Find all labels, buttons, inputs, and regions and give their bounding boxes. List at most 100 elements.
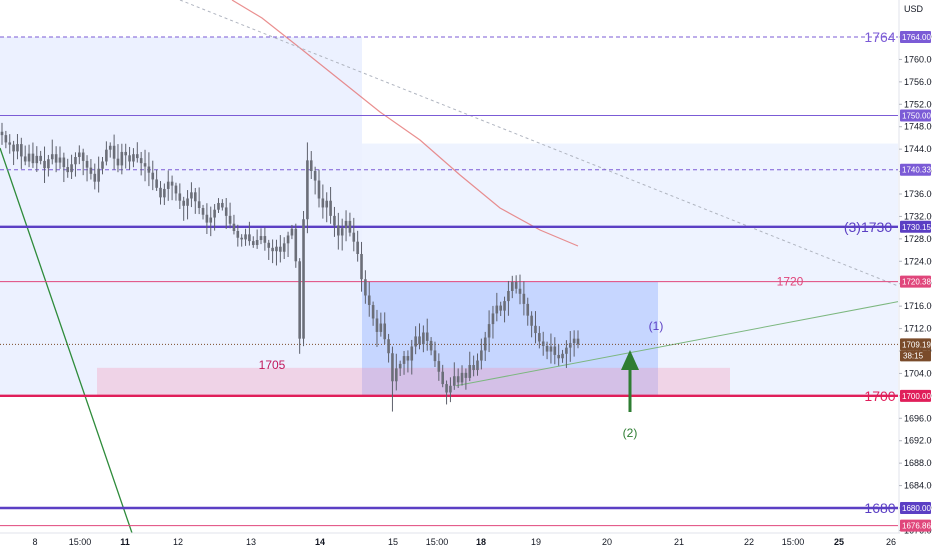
candle[interactable] xyxy=(151,160,155,191)
candle[interactable] xyxy=(54,146,58,173)
candle[interactable] xyxy=(193,187,197,214)
candle[interactable] xyxy=(491,305,495,339)
candle[interactable] xyxy=(97,156,100,193)
candle[interactable] xyxy=(360,241,363,292)
candle[interactable] xyxy=(163,183,166,206)
candle[interactable] xyxy=(217,198,220,213)
candle[interactable] xyxy=(108,142,112,158)
candle[interactable] xyxy=(275,239,278,266)
candle[interactable] xyxy=(136,142,139,163)
candle[interactable] xyxy=(503,296,506,323)
candle[interactable] xyxy=(279,235,282,263)
candle[interactable] xyxy=(31,142,35,168)
candle[interactable] xyxy=(47,154,50,177)
candle[interactable] xyxy=(340,218,344,251)
candle[interactable] xyxy=(499,301,502,317)
candle[interactable] xyxy=(259,228,263,245)
candle[interactable] xyxy=(422,325,425,353)
candle[interactable] xyxy=(568,331,572,362)
candle[interactable] xyxy=(12,140,15,166)
candle[interactable] xyxy=(147,152,151,187)
candle[interactable] xyxy=(472,355,475,377)
candle[interactable] xyxy=(62,152,66,183)
candle[interactable] xyxy=(244,228,247,246)
candle[interactable] xyxy=(178,183,182,209)
candle[interactable] xyxy=(58,146,62,169)
candle[interactable] xyxy=(298,258,301,354)
candle[interactable] xyxy=(101,156,104,175)
candle[interactable] xyxy=(174,182,178,201)
candle[interactable] xyxy=(201,204,205,220)
candle[interactable] xyxy=(23,145,27,166)
candle[interactable] xyxy=(267,239,271,260)
candle[interactable] xyxy=(221,199,224,211)
candle[interactable] xyxy=(78,145,81,165)
candle[interactable] xyxy=(402,350,406,375)
candle[interactable] xyxy=(170,175,174,201)
candle[interactable] xyxy=(224,198,228,229)
candle[interactable] xyxy=(93,163,97,190)
candle[interactable] xyxy=(0,122,4,145)
candle[interactable] xyxy=(534,311,537,344)
candle[interactable] xyxy=(572,330,576,357)
candle[interactable] xyxy=(120,143,124,175)
candle[interactable] xyxy=(383,312,387,345)
candle[interactable] xyxy=(329,186,332,224)
candle[interactable] xyxy=(549,333,553,364)
candle[interactable] xyxy=(70,154,73,180)
candle[interactable] xyxy=(282,237,286,259)
candle[interactable] xyxy=(333,206,336,237)
candle[interactable] xyxy=(8,134,12,154)
candle[interactable] xyxy=(441,364,444,388)
candle[interactable] xyxy=(124,143,128,169)
candle[interactable] xyxy=(236,224,240,247)
candle[interactable] xyxy=(530,311,533,338)
candle[interactable] xyxy=(545,341,549,360)
candle[interactable] xyxy=(209,206,213,237)
candle[interactable] xyxy=(186,190,189,220)
candle[interactable] xyxy=(205,203,209,235)
candle[interactable] xyxy=(364,270,367,304)
candle[interactable] xyxy=(290,224,294,240)
candle[interactable] xyxy=(337,212,340,250)
candle[interactable] xyxy=(456,368,460,388)
candle[interactable] xyxy=(112,134,116,170)
candle[interactable] xyxy=(302,211,305,347)
candle[interactable] xyxy=(406,350,410,373)
candle[interactable] xyxy=(553,337,557,365)
candle[interactable] xyxy=(248,221,251,246)
candle[interactable] xyxy=(255,229,259,249)
candle[interactable] xyxy=(367,281,371,317)
candle[interactable] xyxy=(232,214,236,235)
candle[interactable] xyxy=(317,169,321,208)
candle[interactable] xyxy=(464,368,468,390)
candle[interactable] xyxy=(74,152,77,177)
candle[interactable] xyxy=(348,212,352,237)
candle[interactable] xyxy=(116,144,120,173)
candle[interactable] xyxy=(143,149,147,182)
candle[interactable] xyxy=(565,340,568,368)
candle[interactable] xyxy=(395,353,398,391)
candle[interactable] xyxy=(483,331,487,361)
candle[interactable] xyxy=(271,239,274,264)
candle[interactable] xyxy=(20,137,23,169)
candle[interactable] xyxy=(344,210,348,242)
candle[interactable] xyxy=(313,166,317,195)
candle[interactable] xyxy=(468,351,472,382)
candle[interactable] xyxy=(50,139,54,165)
candle[interactable] xyxy=(263,227,267,251)
candle[interactable] xyxy=(557,344,560,366)
candle[interactable] xyxy=(379,312,383,337)
candle[interactable] xyxy=(387,333,390,363)
candle[interactable] xyxy=(132,148,135,168)
candle[interactable] xyxy=(16,134,19,160)
candle[interactable] xyxy=(433,341,437,367)
candle[interactable] xyxy=(155,169,158,191)
candle[interactable] xyxy=(460,365,464,386)
candle[interactable] xyxy=(286,231,290,258)
candle[interactable] xyxy=(445,380,448,405)
candle[interactable] xyxy=(576,330,580,349)
candle[interactable] xyxy=(476,353,479,376)
candle[interactable] xyxy=(371,301,375,326)
